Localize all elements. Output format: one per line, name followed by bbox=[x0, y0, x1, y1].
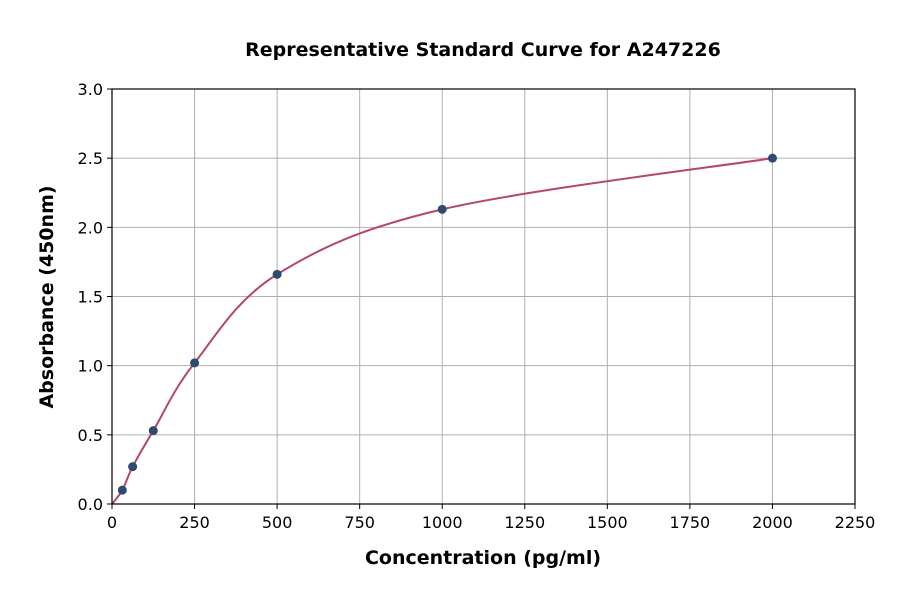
y-tick-label: 0.0 bbox=[78, 495, 103, 514]
x-tick-label: 500 bbox=[262, 513, 293, 532]
y-tick-label: 1.0 bbox=[78, 357, 103, 376]
y-tick-label: 3.0 bbox=[78, 80, 103, 99]
x-axis-label: Concentration (pg/ml) bbox=[365, 547, 601, 569]
x-tick-label: 750 bbox=[344, 513, 375, 532]
data-point bbox=[437, 204, 447, 214]
x-tick-label: 1500 bbox=[587, 513, 628, 532]
data-point bbox=[767, 153, 777, 163]
data-point bbox=[128, 462, 138, 472]
fit-curve bbox=[111, 157, 773, 505]
x-tick-label: 0 bbox=[107, 513, 117, 532]
y-ticks: 0.0 0.5 1.0 1.5 2.0 2.5 3.0 bbox=[78, 80, 112, 514]
data-point bbox=[190, 358, 200, 368]
chart-title: Representative Standard Curve for A24722… bbox=[245, 39, 721, 61]
y-axis-label: Absorbance (450nm) bbox=[36, 185, 58, 408]
y-tick-label: 2.0 bbox=[78, 218, 103, 237]
x-tick-label: 250 bbox=[179, 513, 210, 532]
data-point bbox=[272, 269, 282, 279]
x-tick-label: 2000 bbox=[752, 513, 793, 532]
x-tick-label: 1000 bbox=[422, 513, 463, 532]
x-tick-label: 1250 bbox=[504, 513, 545, 532]
y-tick-label: 0.5 bbox=[78, 426, 103, 445]
fit-curve-group bbox=[111, 157, 773, 505]
x-tick-label: 1750 bbox=[670, 513, 711, 532]
y-tick-label: 1.5 bbox=[78, 288, 103, 307]
x-ticks: 0 250 500 750 1000 1250 1500 1750 2000 2250 bbox=[107, 504, 875, 532]
grid bbox=[111, 88, 856, 505]
y-tick-label: 2.5 bbox=[78, 149, 103, 168]
data-point bbox=[117, 485, 127, 495]
x-tick-label: 2250 bbox=[835, 513, 876, 532]
data-point bbox=[148, 426, 158, 436]
data-points bbox=[117, 153, 777, 495]
